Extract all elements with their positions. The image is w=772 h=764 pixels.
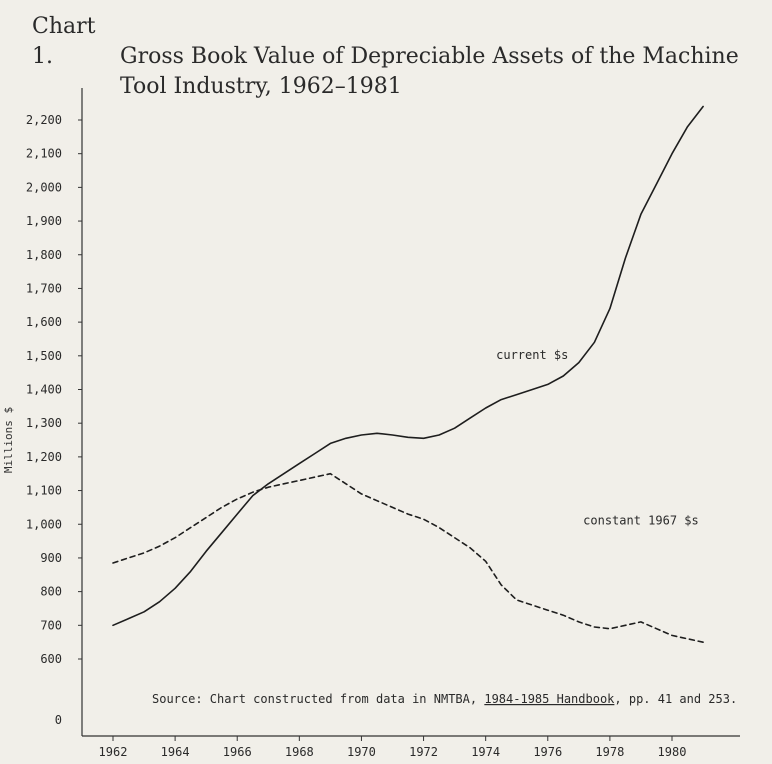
x-tick-label: 1970 [347, 745, 376, 759]
y-tick-label: 1,500 [26, 349, 62, 363]
y-tick-label: 1,800 [26, 248, 62, 262]
source-suffix: , pp. 41 and 253. [614, 692, 737, 706]
y-tick-label: 1,900 [26, 214, 62, 228]
source-note: Source: Chart constructed from data in N… [152, 692, 737, 706]
y-tick-label: 1,000 [26, 517, 62, 531]
y-tick-label: 1,400 [26, 383, 62, 397]
source-handbook-title: 1984-1985 Handbook [484, 692, 615, 706]
y-tick-label: 0 [55, 713, 62, 727]
x-tick-label: 1966 [223, 745, 252, 759]
y-tick-label: 800 [40, 585, 62, 599]
y-axis-label: Millions $ [2, 407, 15, 473]
x-tick-label: 1972 [409, 745, 438, 759]
x-tick-label: 1974 [471, 745, 500, 759]
y-axis-ticks: 0 600 700 800 900 1,000 1,100 1,200 1,300 1,400 1,… [26, 113, 82, 727]
chart-number: Chart 1. [32, 14, 96, 69]
series-label: constant 1967 $s [583, 513, 699, 527]
y-tick-label: 1,100 [26, 484, 62, 498]
chart-title: Chart 1. Gross Book Value of Depreciable … [32, 12, 739, 102]
x-tick-label: 1976 [533, 745, 562, 759]
chart-title-line-2: Tool Industry, 1962–1981 [120, 74, 402, 99]
series-group [112, 105, 704, 644]
annotations: current $s constant 1967 $s [496, 348, 699, 527]
x-tick-label: 1962 [99, 745, 128, 759]
x-tick-label: 1980 [658, 745, 687, 759]
y-tick-label: 2,100 [26, 147, 62, 161]
y-tick-label: 2,000 [26, 180, 62, 194]
y-tick-label: 1,600 [26, 315, 62, 329]
x-tick-label: 1978 [595, 745, 624, 759]
axes [81, 88, 740, 737]
y-tick-label: 900 [40, 551, 62, 565]
y-tick-label: 1,200 [26, 450, 62, 464]
x-tick-label: 1968 [285, 745, 314, 759]
x-tick-label: 1964 [161, 745, 190, 759]
y-tick-label: 1,300 [26, 416, 62, 430]
series-line-constant-1967 [112, 472, 704, 644]
y-tick-label: 600 [40, 652, 62, 666]
source-prefix: Source: Chart constructed from data in N… [152, 692, 484, 706]
x-axis-ticks: 1962 1964 1966 1968 1970 1972 1974 1976 1978 1980 [99, 736, 687, 759]
chart-title-line-1: Gross Book Value of Depreciable Assets o… [120, 44, 739, 69]
series-label: current $s [496, 348, 568, 362]
y-tick-label: 700 [40, 618, 62, 632]
series-line-current [112, 105, 704, 627]
y-tick-label: 1,700 [26, 281, 62, 295]
y-tick-label: 2,200 [26, 113, 62, 127]
